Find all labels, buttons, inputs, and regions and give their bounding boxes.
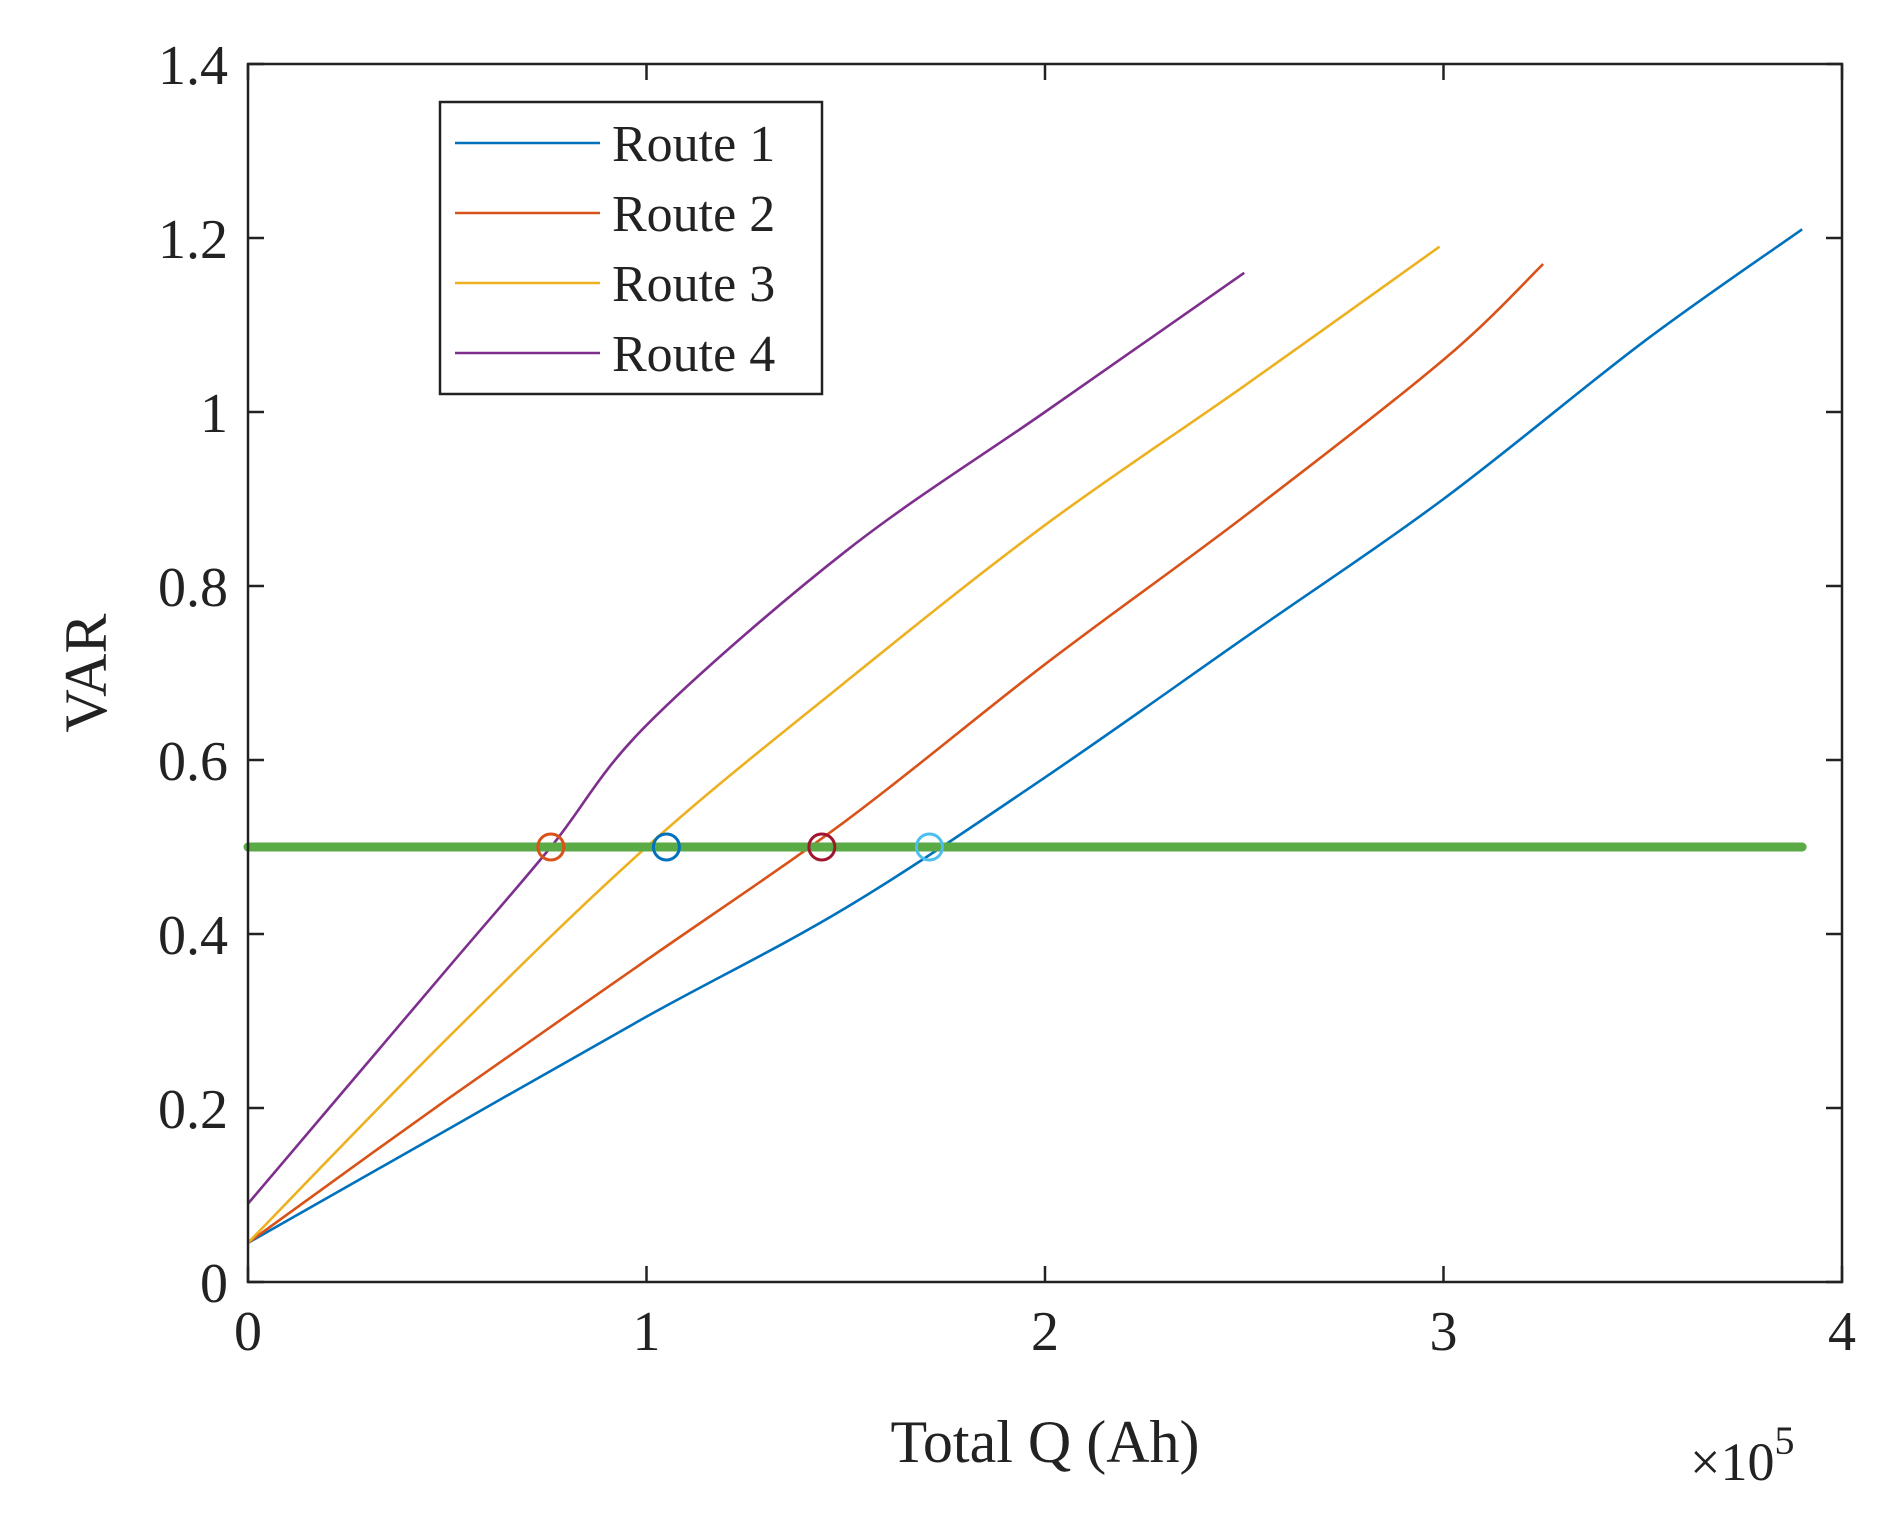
intersection-marker: [536, 832, 566, 862]
x-tick-label: 3: [1430, 1301, 1458, 1363]
intersection-marker: [651, 832, 681, 862]
legend-label-route-3: Route 3: [612, 256, 775, 313]
x-tick-label: 0: [234, 1301, 262, 1363]
y-tick-label: 1.4: [158, 35, 228, 97]
y-tick-label: 0.8: [158, 557, 228, 619]
series-line-route-2: [247, 263, 1545, 1244]
series-line-route-1: [247, 228, 1803, 1244]
y-tick-label: 1.2: [158, 209, 228, 271]
intersection-marker: [914, 832, 944, 862]
legend-label-route-2: Route 2: [612, 186, 775, 243]
y-tick-label: 1: [200, 383, 228, 445]
x-tick-label: 4: [1828, 1301, 1856, 1363]
x-axis-multiplier-base: ×10: [1690, 1432, 1774, 1492]
x-tick-label: 1: [633, 1301, 661, 1363]
axis-ticks: 0 1 2 3 4 0 0.2 0.4 0.6 0.8 1 1.2 1.4: [158, 35, 1856, 1363]
plot-area: [243, 228, 1807, 1244]
intersection-marker: [807, 832, 837, 862]
series-line-route-3: [247, 245, 1441, 1244]
legend-label-route-4: Route 4: [612, 326, 775, 383]
y-tick-label: 0: [200, 1253, 228, 1315]
x-axis-label: Total Q (Ah): [890, 1409, 1199, 1475]
x-axis-multiplier: ×105: [1690, 1418, 1794, 1492]
legend: Route 1 Route 2 Route 3 Route 4: [438, 100, 824, 396]
y-tick-label: 0.2: [158, 1079, 228, 1141]
y-tick-label: 0.4: [158, 905, 228, 967]
y-tick-label: 0.6: [158, 731, 228, 793]
x-axis-multiplier-exponent: 5: [1774, 1418, 1794, 1463]
legend-box: [438, 100, 824, 396]
x-tick-label: 2: [1031, 1301, 1059, 1363]
series-line-route-4: [247, 271, 1245, 1205]
legend-label-route-1: Route 1: [612, 116, 775, 173]
y-axis-label: VAR: [53, 614, 119, 733]
